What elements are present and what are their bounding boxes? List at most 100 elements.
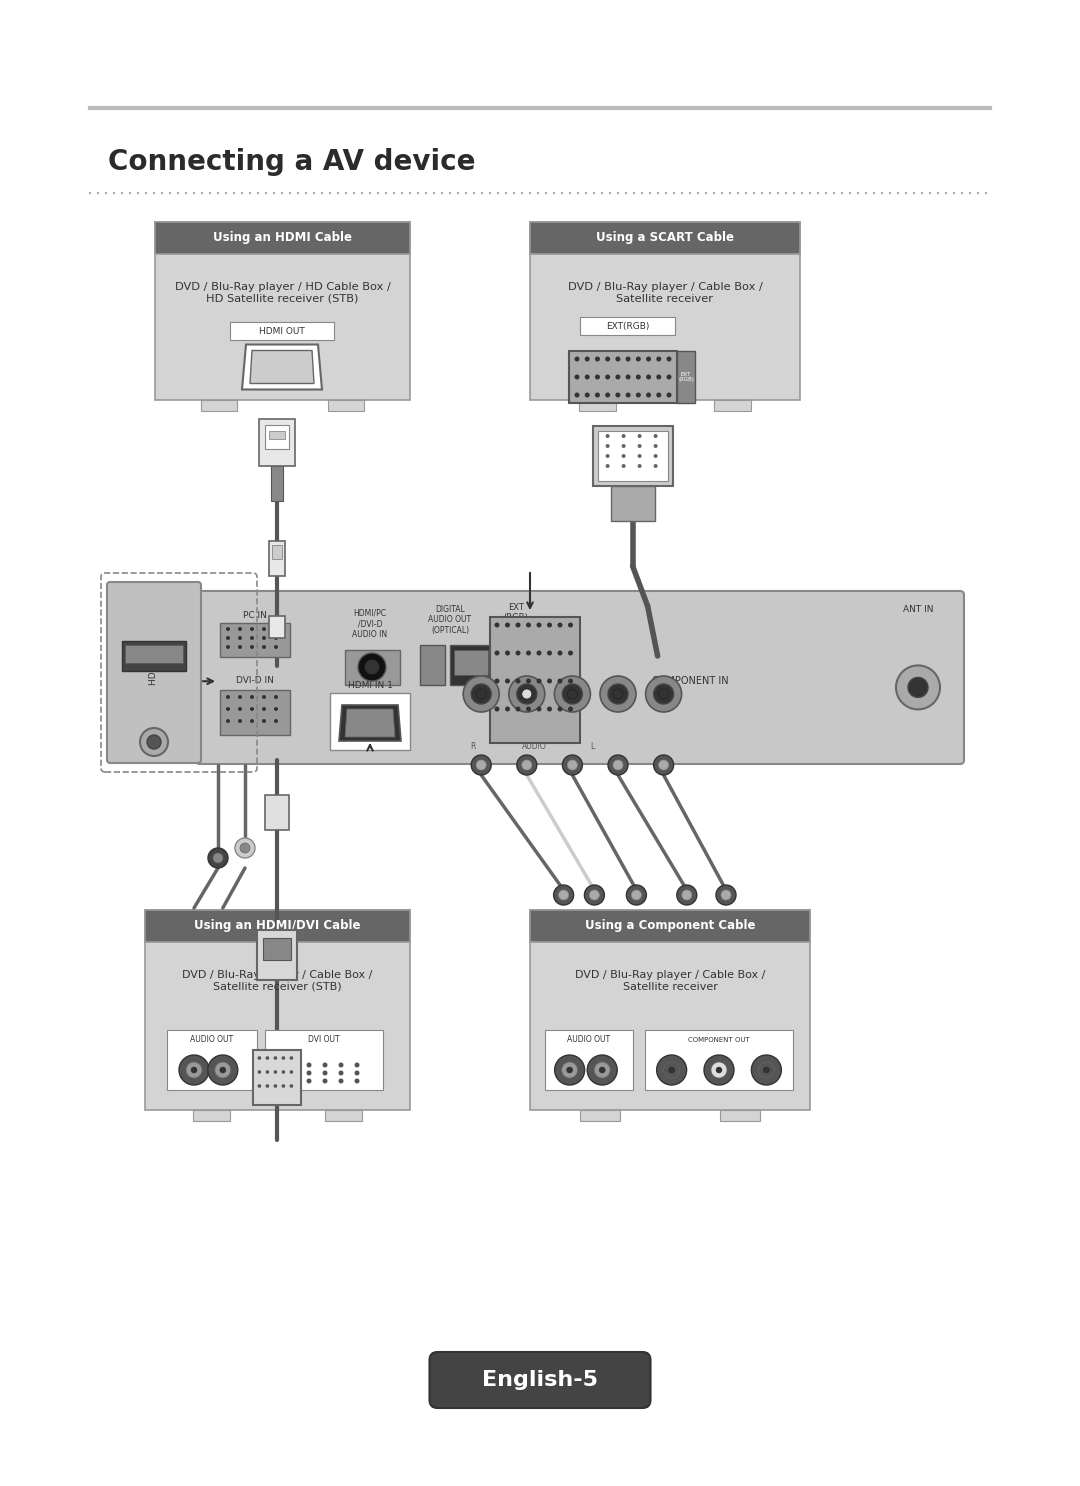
Circle shape bbox=[168, 192, 172, 195]
Circle shape bbox=[637, 464, 642, 468]
Circle shape bbox=[274, 636, 278, 640]
Circle shape bbox=[567, 759, 578, 770]
Polygon shape bbox=[345, 709, 395, 737]
Circle shape bbox=[575, 374, 580, 379]
Circle shape bbox=[233, 192, 235, 195]
Circle shape bbox=[361, 192, 363, 195]
Circle shape bbox=[505, 679, 510, 684]
Circle shape bbox=[526, 706, 531, 712]
Circle shape bbox=[657, 374, 661, 379]
Circle shape bbox=[226, 636, 230, 640]
Circle shape bbox=[622, 444, 625, 447]
Bar bbox=[569, 351, 677, 403]
Circle shape bbox=[274, 1070, 280, 1076]
Circle shape bbox=[177, 192, 179, 195]
Circle shape bbox=[569, 192, 571, 195]
Circle shape bbox=[608, 755, 627, 776]
Circle shape bbox=[606, 455, 609, 458]
Circle shape bbox=[669, 1067, 675, 1073]
Circle shape bbox=[354, 1079, 360, 1083]
Text: AUDIO: AUDIO bbox=[522, 743, 546, 752]
Circle shape bbox=[505, 623, 510, 627]
Bar bbox=[530, 909, 810, 942]
Circle shape bbox=[417, 192, 419, 195]
Circle shape bbox=[555, 1055, 584, 1085]
Circle shape bbox=[558, 890, 568, 901]
Circle shape bbox=[238, 636, 242, 640]
Circle shape bbox=[605, 357, 610, 361]
Circle shape bbox=[249, 627, 254, 632]
Circle shape bbox=[666, 357, 672, 361]
Circle shape bbox=[409, 192, 411, 195]
Circle shape bbox=[653, 464, 658, 468]
Circle shape bbox=[689, 192, 691, 195]
Circle shape bbox=[226, 645, 230, 649]
Circle shape bbox=[307, 1070, 311, 1076]
Circle shape bbox=[961, 192, 963, 195]
Bar bbox=[145, 909, 410, 942]
Circle shape bbox=[526, 679, 531, 684]
FancyBboxPatch shape bbox=[430, 1352, 650, 1409]
Circle shape bbox=[825, 192, 827, 195]
Bar bbox=[580, 1110, 620, 1120]
Circle shape bbox=[563, 684, 582, 704]
Circle shape bbox=[575, 392, 580, 397]
Circle shape bbox=[605, 374, 610, 379]
Circle shape bbox=[985, 192, 987, 195]
Circle shape bbox=[105, 192, 107, 195]
Circle shape bbox=[568, 651, 573, 655]
Circle shape bbox=[633, 192, 635, 195]
Circle shape bbox=[760, 192, 764, 195]
Circle shape bbox=[613, 690, 623, 698]
Circle shape bbox=[208, 849, 228, 868]
Circle shape bbox=[849, 192, 851, 195]
Circle shape bbox=[238, 645, 242, 649]
Circle shape bbox=[337, 192, 339, 195]
Circle shape bbox=[495, 679, 499, 684]
Circle shape bbox=[666, 392, 672, 397]
Circle shape bbox=[220, 1067, 226, 1073]
Text: AUDIO OUT: AUDIO OUT bbox=[567, 1036, 610, 1045]
Bar bbox=[254, 1051, 301, 1106]
Circle shape bbox=[616, 392, 620, 397]
Circle shape bbox=[681, 890, 692, 901]
Circle shape bbox=[481, 192, 483, 195]
Bar bbox=[454, 649, 488, 675]
Circle shape bbox=[265, 192, 267, 195]
Text: DVD / Blu-Ray player / Cable Box /
Satellite receiver (STB): DVD / Blu-Ray player / Cable Box / Satel… bbox=[183, 970, 373, 991]
Circle shape bbox=[608, 684, 627, 704]
Text: Using an HDMI/DVI Cable: Using an HDMI/DVI Cable bbox=[194, 920, 361, 933]
Text: DIGITAL
AUDIO OUT
(OPTICAL): DIGITAL AUDIO OUT (OPTICAL) bbox=[429, 605, 472, 635]
Bar bbox=[269, 431, 285, 438]
Circle shape bbox=[665, 192, 667, 195]
Circle shape bbox=[640, 192, 644, 195]
Circle shape bbox=[653, 434, 658, 438]
Circle shape bbox=[889, 192, 891, 195]
Bar bbox=[420, 645, 445, 685]
Circle shape bbox=[338, 1079, 343, 1083]
Text: ANT IN: ANT IN bbox=[903, 605, 933, 614]
Circle shape bbox=[646, 676, 681, 712]
Circle shape bbox=[266, 1070, 269, 1074]
Circle shape bbox=[140, 728, 168, 756]
Circle shape bbox=[238, 707, 242, 710]
Circle shape bbox=[663, 1062, 679, 1077]
Circle shape bbox=[89, 192, 91, 195]
Circle shape bbox=[393, 192, 395, 195]
Circle shape bbox=[497, 192, 499, 195]
Circle shape bbox=[215, 1062, 231, 1077]
Circle shape bbox=[729, 192, 731, 195]
Circle shape bbox=[262, 695, 266, 698]
Circle shape bbox=[716, 886, 735, 905]
Circle shape bbox=[354, 1062, 360, 1067]
Circle shape bbox=[653, 455, 658, 458]
Circle shape bbox=[266, 1085, 269, 1088]
Circle shape bbox=[274, 695, 278, 698]
Circle shape bbox=[616, 357, 620, 361]
Circle shape bbox=[657, 1055, 687, 1085]
Bar bbox=[545, 1030, 633, 1091]
Circle shape bbox=[544, 192, 548, 195]
Bar bbox=[167, 1030, 257, 1091]
Circle shape bbox=[291, 1062, 296, 1067]
Bar bbox=[230, 322, 334, 340]
